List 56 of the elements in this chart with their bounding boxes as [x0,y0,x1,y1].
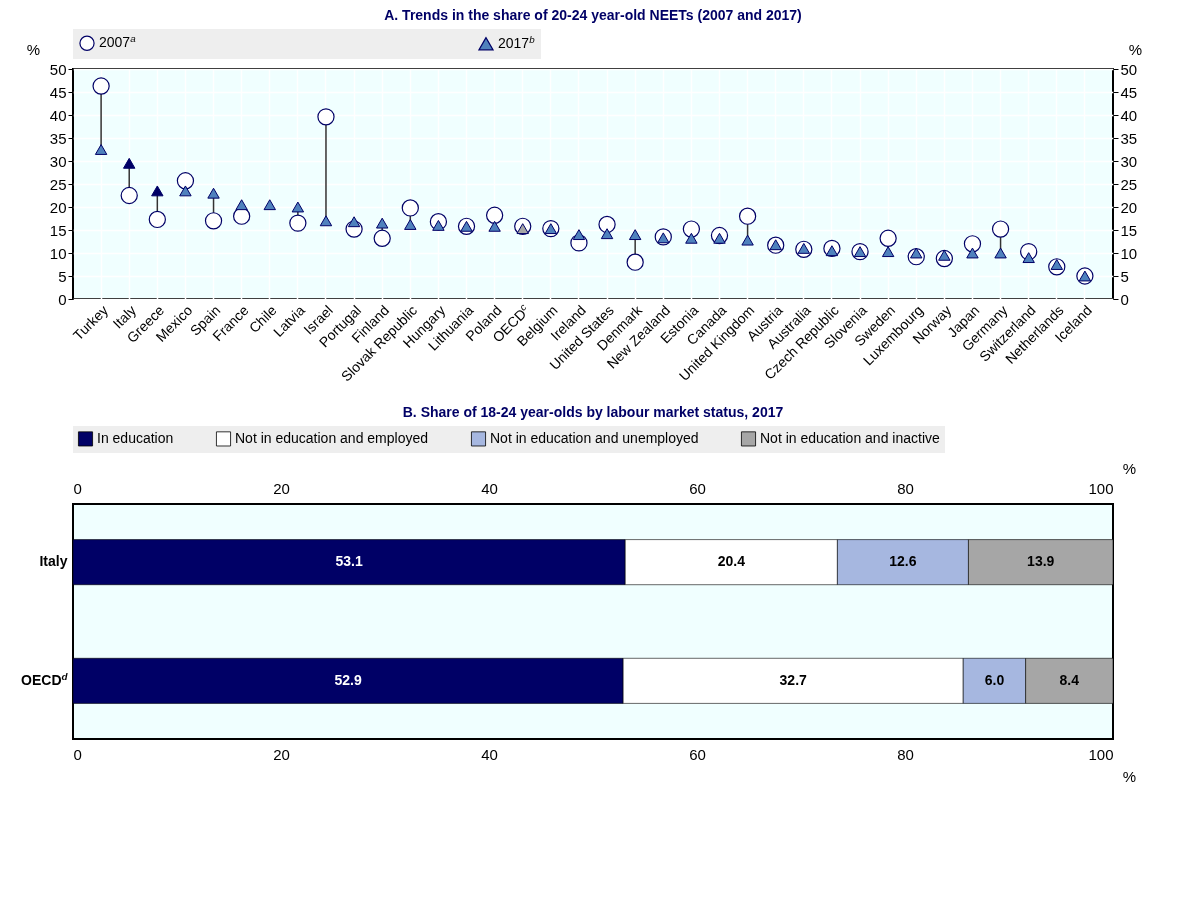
data-label: 32.7 [779,671,808,688]
y2-tick-label: 30 [1120,152,1138,170]
y-tick-label: 15 [49,221,67,239]
x2-tick-label: 0 [73,745,82,763]
y-tick-label: 0 [58,290,67,308]
data-label: 13.9 [1027,553,1055,570]
y2-tick-label: 40 [1120,106,1138,124]
legend-label: 2007$^{a}$ [99,32,137,51]
legend-label: In education [97,429,174,446]
y-tick-label: 50 [49,60,67,78]
legend-label: Not in education and inactive [760,429,940,446]
x-tick-label: 0 [73,479,82,497]
x-tick-label: 20 [273,479,290,497]
y-axis-title: % [26,40,41,58]
x-tick-label: 40 [481,479,498,497]
y-tick-label: 25 [49,175,67,193]
x2-axis-title: % [1122,459,1137,477]
y-tick-label: 10 [49,244,67,262]
y-tick-label: Italy [39,553,68,570]
y2-tick-label: 20 [1120,198,1138,216]
x-axis-title: % [1122,767,1137,785]
x-tick-label: 80 [897,479,914,497]
y-tick-label: 35 [49,129,67,147]
y2-tick-label: 25 [1120,175,1138,193]
y2-tick-label: 50 [1120,60,1138,78]
data-label: 8.4 [1059,671,1080,688]
y-tick-label: OECD$^{d}$ [21,670,69,688]
y2-tick-label: 35 [1120,129,1138,147]
x2-tick-label: 80 [897,745,914,763]
y2-tick-label: 45 [1120,83,1138,101]
y2-tick-label: 15 [1120,221,1138,239]
data-label: 53.1 [335,553,363,570]
x-tick-label: 100 [1088,479,1114,497]
y-tick-label: 45 [49,83,67,101]
y-tick-label: 30 [49,152,67,170]
x-tick-label: 60 [689,479,706,497]
legend-label: 2017$^{b}$ [498,33,536,51]
y2-tick-label: 10 [1120,244,1138,262]
legend-label: Not in education and unemployed [490,429,699,446]
x2-tick-label: 40 [481,745,498,763]
y2-tick-label: 0 [1120,290,1129,308]
data-label: 52.9 [334,671,362,688]
x2-tick-label: 20 [273,745,290,763]
chart-title: A. Trends in the share of 20-24 year-old NEETs (2007 and 2017) [384,7,802,23]
y2-tick-label: 5 [1120,267,1129,285]
y2-axis-title: % [1128,40,1143,58]
y-tick-label: 20 [49,198,67,216]
data-label: 6.0 [984,671,1005,688]
y-tick-label: 5 [58,267,67,285]
data-label: 20.4 [717,553,746,570]
x2-tick-label: 60 [689,745,706,763]
legend-label: Not in education and employed [235,429,429,446]
data-label: 12.6 [889,553,917,570]
chart-title: B. Share of 18-24 year-olds by labour market status, 2017 [402,404,784,420]
y-tick-label: 40 [49,106,67,124]
x2-tick-label: 100 [1088,745,1114,763]
